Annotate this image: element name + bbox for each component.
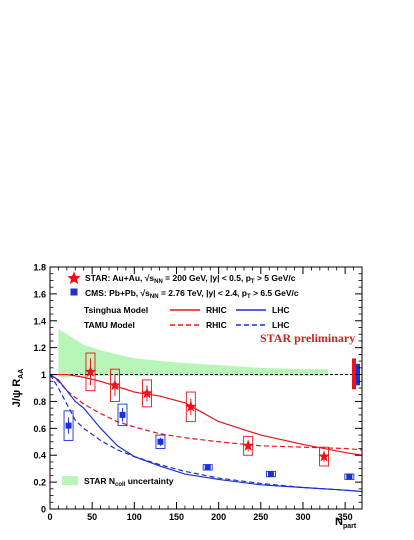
cms-data-point [204, 464, 211, 471]
model-curve-tamu-rhic [49, 374, 363, 451]
y-tick-label: 0.8 [33, 397, 46, 407]
x-tick-label: 200 [211, 512, 226, 522]
y-tick-label: 1.4 [33, 316, 46, 326]
star-sys-box [109, 368, 120, 402]
ncoll-uncertainty-band [58, 328, 329, 378]
star-sys-box [243, 435, 254, 456]
legend-star-label: STAR: Au+Au, √sNN = 200 GeV, |y| < 0.5, … [85, 273, 296, 285]
cms-data-point [65, 422, 72, 429]
star-sys-box [85, 352, 96, 392]
star-data-point [242, 439, 254, 451]
cms-data-point [346, 473, 353, 480]
x-tick-label: 300 [295, 512, 310, 522]
legend-star-marker [67, 271, 81, 284]
x-tick-label: 0 [47, 512, 52, 522]
cms-data-point [119, 411, 126, 418]
y-tick-label: 0.4 [33, 451, 46, 461]
square-sys-box [155, 434, 166, 449]
model-curve-tsinghua-rhic [50, 373, 363, 456]
legend-ncoll-swatch [62, 476, 78, 485]
axes: 0 50 100 150 200 250 300 350 0 0.2 0.4 0.6 0.8 1 1.2 1.… [33, 263, 363, 522]
star-data-point [84, 365, 97, 377]
y-tick-label: 0.6 [33, 424, 46, 434]
y-tick-label: 1 [41, 370, 46, 380]
star-data-point [109, 379, 121, 391]
legend-tamu-rhic-label: RHIC [206, 320, 227, 330]
legend-cms-label: CMS: Pb+Pb, √sNN = 2.76 TeV, |y| < 2.4, … [85, 288, 299, 300]
y-tick-label: 0 [41, 505, 46, 515]
square-sys-box [117, 403, 128, 427]
x-tick-label: 150 [169, 512, 184, 522]
legend-tamu-lhc-label: LHC [272, 320, 289, 330]
x-axis-title: Npart [335, 516, 357, 530]
legend-ncoll-label: STAR Ncoll uncertainty [84, 476, 174, 488]
cms-data-point [157, 438, 164, 445]
legend-tsinghua-rhic-label: RHIC [206, 305, 227, 315]
x-tick-label: 100 [127, 512, 142, 522]
star-data-point [141, 387, 153, 399]
legend-tamu-label: TAMU Model [84, 320, 135, 330]
cms-data-point [267, 471, 274, 478]
x-tick-label: 250 [253, 512, 268, 522]
legend: STAR: Au+Au, √sNN = 200 GeV, |y| < 0.5, … [62, 271, 299, 488]
legend-tsinghua-label: Tsinghua Model [84, 305, 148, 315]
legend-cms-marker [70, 288, 78, 296]
y-axis-title: J/ψ RAA [11, 369, 25, 408]
star-data-point [318, 450, 330, 462]
y-tick-label: 1.8 [33, 263, 46, 273]
star-data-point [185, 400, 197, 412]
star-sys-box [319, 446, 330, 467]
plot-area [49, 328, 363, 493]
model-curve-tamu-lhc [49, 374, 363, 493]
x-tick-label: 50 [87, 512, 97, 522]
star-sys-box [185, 391, 196, 423]
y-tick-label: 1.2 [33, 343, 46, 353]
star-sys-box [142, 379, 152, 408]
square-sys-box [63, 410, 74, 441]
star-preliminary-label: STAR preliminary [260, 331, 355, 345]
y-tick-label: 0.2 [33, 478, 46, 488]
legend-tsinghua-lhc-label: LHC [272, 305, 289, 315]
y-tick-label: 1.6 [33, 289, 46, 299]
global-uncertainty-box-0 [352, 358, 356, 390]
x-tick-label: 350 [338, 512, 353, 522]
